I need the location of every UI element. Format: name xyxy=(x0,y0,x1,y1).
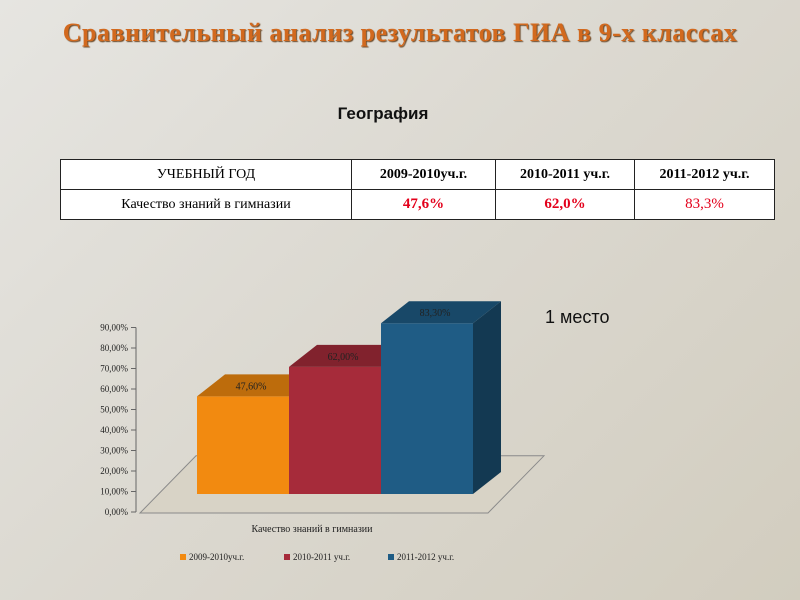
row-label: Качество знаний в гимназии xyxy=(60,189,352,220)
y-tick-label: 40,00% xyxy=(100,425,128,435)
legend-swatch xyxy=(284,554,290,560)
bar-top-face xyxy=(197,374,317,397)
value-2009-2010: 47,6% xyxy=(351,189,496,220)
y-tick-label: 20,00% xyxy=(100,466,128,476)
legend-entry: 2010-2011 уч.г. xyxy=(293,552,350,562)
header-year-label: УЧЕБНЫЙ ГОД xyxy=(60,159,352,190)
slide-title: Сравнительный анализ результатов ГИА в 9… xyxy=(62,18,738,47)
data-label-1: 47,60% xyxy=(236,381,267,392)
bar-3 xyxy=(381,301,501,494)
legend: 2009-2010уч.г. 2010-2011 уч.г. 2011-2012 у… xyxy=(180,552,454,562)
table-row: Качество знаний в гимназии 47,6% 62,0% 8… xyxy=(60,189,775,220)
y-tick-label: 30,00% xyxy=(100,446,128,456)
bar-top-face xyxy=(289,344,409,367)
value-2011-2012: 83,3% xyxy=(634,189,775,220)
y-axis: 0,00% 10,00% 20,00% 30,00% 40,00% 50,00% 60,00… xyxy=(100,323,137,517)
results-table: УЧЕБНЫЙ ГОД 2009-2010уч.г. 2010-2011 уч.… xyxy=(60,159,775,220)
bar-top-face xyxy=(381,301,501,324)
y-tick-label: 70,00% xyxy=(100,364,128,374)
rank-note: 1 место xyxy=(545,307,610,327)
subject-heading: География xyxy=(337,104,429,123)
y-tick-label: 10,00% xyxy=(100,487,128,497)
legend-swatch xyxy=(388,554,394,560)
legend-entry: 2009-2010уч.г. xyxy=(189,552,244,562)
legend-entry: 2011-2012 уч.г. xyxy=(397,552,454,562)
legend-swatch xyxy=(180,554,186,560)
bar-side-face xyxy=(473,301,501,494)
bar-front-face xyxy=(197,396,289,494)
category-label: Качество знаний в гимназии xyxy=(252,524,374,535)
table-header-row: УЧЕБНЫЙ ГОД 2009-2010уч.г. 2010-2011 уч.… xyxy=(60,159,775,190)
bar-front-face xyxy=(289,366,381,494)
y-tick-label: 0,00% xyxy=(105,507,129,517)
header-2009-2010: 2009-2010уч.г. xyxy=(351,159,496,190)
bar-front-face xyxy=(381,323,473,494)
value-2010-2011: 62,0% xyxy=(495,189,635,220)
y-tick-label: 50,00% xyxy=(100,405,128,415)
y-tick-label: 60,00% xyxy=(100,384,128,394)
bars xyxy=(197,301,501,494)
y-tick-label: 80,00% xyxy=(100,343,128,353)
header-2010-2011: 2010-2011 уч.г. xyxy=(495,159,635,190)
y-tick-label: 90,00% xyxy=(100,323,128,333)
data-label-2: 62,00% xyxy=(328,352,359,363)
data-label-3: 83,30% xyxy=(420,308,451,319)
data-labels: 47,60% 62,00% 83,30% xyxy=(236,308,451,392)
